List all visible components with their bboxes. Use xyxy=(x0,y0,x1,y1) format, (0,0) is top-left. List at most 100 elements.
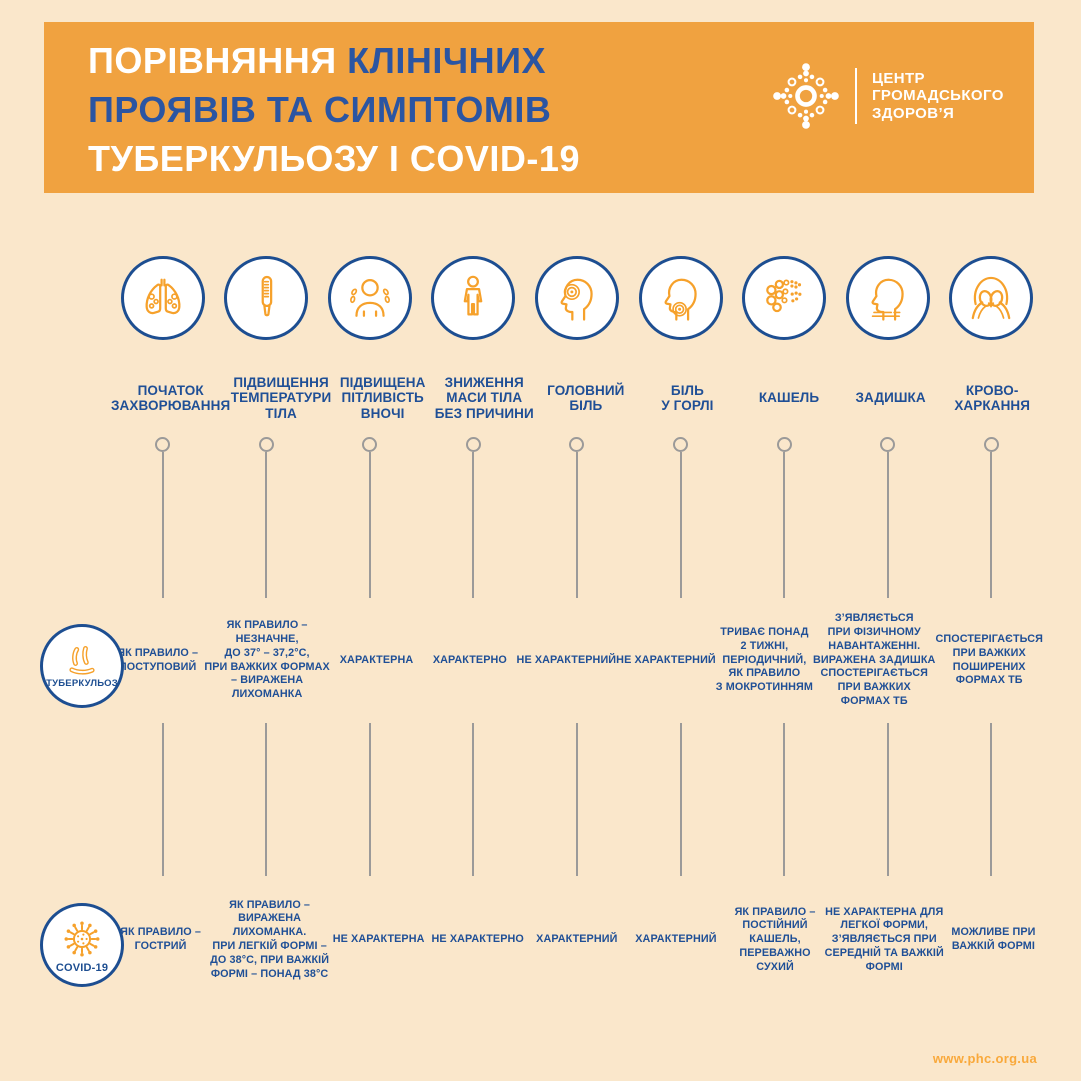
headache-icon xyxy=(560,278,593,321)
timeline-pin xyxy=(629,437,733,598)
pin-dot xyxy=(673,437,689,452)
tuberculosis-badge-label: ТУБЕРКУЛЬОЗ xyxy=(46,678,118,689)
logo-text-line: ЦЕНТР xyxy=(872,69,925,87)
pin-line xyxy=(575,452,578,598)
timeline-line xyxy=(679,723,682,876)
covid-row: ЯК ПРАВИЛО – ГОСТРИЙ ЯК ПРАВИЛО – ВИРАЖЕ… xyxy=(111,878,1043,1002)
timeline-pin xyxy=(732,437,836,598)
icon-cell-headache xyxy=(525,256,629,340)
title-line-3: ТУБЕРКУЛЬОЗУ І COVID-19 xyxy=(88,138,580,179)
timeline-pin xyxy=(939,437,1043,598)
pin-dot xyxy=(569,437,585,452)
column-label-shortness-of-breath: ЗАДИШКА xyxy=(855,390,926,406)
pin-dot xyxy=(776,437,792,452)
icon-cell-shortness-of-breath xyxy=(836,256,940,340)
icon-cell-cough xyxy=(732,256,836,340)
logo-text-line: ЗДОРОВ’Я xyxy=(872,104,955,122)
icon-circle xyxy=(120,256,205,340)
timeline-pin xyxy=(318,437,422,598)
icon-circle xyxy=(534,256,619,340)
timeline-line xyxy=(575,723,578,876)
timeline-pin xyxy=(215,437,319,598)
pin-dot xyxy=(362,437,378,452)
covid-cell-sore-throat: ХАРАКТЕРНИЙ xyxy=(635,933,717,946)
timeline-pin xyxy=(525,437,629,598)
timeline-line xyxy=(368,723,371,876)
pin-line xyxy=(783,452,786,598)
pin-dot xyxy=(465,437,481,452)
column-label-hemoptysis: КРОВО- ХАРКАННЯ xyxy=(954,382,1031,414)
tb-cell-cough: ТРИВАЄ ПОНАД 2 ТИЖНІ, ПЕРІОДИЧНИЙ, ЯК ПР… xyxy=(715,626,814,694)
page-title: ПОРІВНЯННЯ КЛІНІЧНИХ ПРОЯВІВ ТА СИМПТОМІ… xyxy=(88,36,580,183)
tuberculosis-bacteria-icon xyxy=(69,646,95,675)
night-sweats-icon xyxy=(349,278,390,317)
logo-text-line: ГРОМАДСЬКОГО xyxy=(872,87,1004,105)
icon-cell-weight-loss xyxy=(422,256,526,340)
covid-cell-headache: ХАРАКТЕРНИЙ xyxy=(536,933,618,946)
title-part-white: ПОРІВНЯННЯ xyxy=(88,40,348,81)
pin-dot xyxy=(258,437,274,452)
column-label-weight-loss: ЗНИЖЕННЯ МАСИ ТІЛА БЕЗ ПРИЧИНИ xyxy=(434,374,534,421)
timeline-pins-row xyxy=(111,437,1043,598)
timeline-pin xyxy=(422,437,526,598)
tb-cell-weight-loss: ХАРАКТЕРНО xyxy=(432,653,507,666)
covid-virus-icon xyxy=(64,921,100,957)
pin-line xyxy=(886,452,889,598)
icon-circle xyxy=(638,256,723,340)
tb-cell-shortness-of-breath: З’ЯВЛЯЄТЬСЯ ПРИ ФІЗИЧНОМУ НАВАНТАЖЕННІ. … xyxy=(813,612,936,707)
weight-loss-icon xyxy=(464,275,483,316)
column-label-night-sweats: ПІДВИЩЕНА ПІТЛИВІСТЬ ВНОЧІ xyxy=(339,374,426,421)
column-label-onset: ПОЧАТОК ЗАХВОРЮВАННЯ xyxy=(111,382,231,414)
timeline-line xyxy=(990,723,993,876)
title-part-blue: КЛІНІЧНИХ xyxy=(347,40,547,81)
pin-line xyxy=(265,452,268,598)
covid-badge: COVID-19 xyxy=(40,903,124,987)
sore-throat-icon xyxy=(664,278,697,321)
timeline-line xyxy=(783,723,786,876)
icon-cell-hemoptysis xyxy=(939,256,1043,340)
icon-circle xyxy=(327,256,412,340)
header-banner: ПОРІВНЯННЯ КЛІНІЧНИХ ПРОЯВІВ ТА СИМПТОМІ… xyxy=(44,22,1034,193)
cough-droplets-icon xyxy=(766,279,802,313)
icon-cell-fever xyxy=(215,256,319,340)
symptom-icons-row xyxy=(111,256,1043,340)
lungs-icon xyxy=(145,278,181,315)
tuberculosis-badge: ТУБЕРКУЛЬОЗ xyxy=(40,624,124,708)
timeline-line xyxy=(161,723,164,876)
tb-cell-night-sweats: ХАРАКТЕРНА xyxy=(339,653,414,666)
icon-circle xyxy=(949,256,1034,340)
tb-cell-hemoptysis: СПОСТЕРІГАЄТЬСЯ ПРИ ВАЖКИХ ПОШИРЕНИХ ФОР… xyxy=(935,632,1043,687)
column-label-headache: ГОЛОВНИЙ БІЛЬ xyxy=(547,382,625,414)
icon-cell-onset xyxy=(111,256,215,340)
logo-text: ЦЕНТР ГРОМАДСЬКОГО ЗДОРОВ’Я xyxy=(872,70,1004,123)
pin-line xyxy=(990,452,993,598)
covid-cell-hemoptysis: МОЖЛИВЕ ПРИ ВАЖКІЙ ФОРМІ xyxy=(951,926,1036,952)
column-label-cough: КАШЕЛЬ xyxy=(758,390,820,406)
timeline-pin xyxy=(111,437,215,598)
pin-line xyxy=(161,452,164,598)
footer-url[interactable]: www.phc.org.ua xyxy=(932,1051,1037,1066)
column-label-fever: ПІДВИЩЕННЯ ТЕМПЕРАТУРИ ТІЛА xyxy=(230,374,332,421)
timeline-line xyxy=(472,723,475,876)
column-labels-row: ПОЧАТОК ЗАХВОРЮВАННЯ ПІДВИЩЕННЯ ТЕМПЕРАТ… xyxy=(111,372,1043,424)
thermometer-icon xyxy=(261,275,273,317)
tuberculosis-row: ЯК ПРАВИЛО – ПОСТУПОВИЙ ЯК ПРАВИЛО – НЕЗ… xyxy=(111,598,1043,723)
pin-dot xyxy=(155,437,171,452)
shortness-of-breath-icon xyxy=(871,278,904,321)
icon-cell-night-sweats xyxy=(318,256,422,340)
covid-cell-shortness-of-breath: НЕ ХАРАКТЕРНА ДЛЯ ЛЕГКОЇ ФОРМИ, З’ЯВЛЯЄТ… xyxy=(824,905,944,973)
tb-cell-sore-throat: НЕ ХАРАКТЕРНИЙ xyxy=(616,653,716,666)
covid-cell-onset: ЯК ПРАВИЛО – ГОСТРИЙ xyxy=(120,926,201,952)
pin-dot xyxy=(880,437,896,452)
phc-logo-icon xyxy=(773,63,839,129)
covid-cell-fever: ЯК ПРАВИЛО – ВИРАЖЕНА ЛИХОМАНКА. ПРИ ЛЕГ… xyxy=(210,898,330,980)
tb-cell-headache: НЕ ХАРАКТЕРНИЙ xyxy=(516,653,617,666)
covid-cell-cough: ЯК ПРАВИЛО – ПОСТІЙНИЙ КАШЕЛЬ, ПЕРЕВАЖНО… xyxy=(734,905,816,973)
timeline-line xyxy=(265,723,268,876)
title-line-2: ПРОЯВІВ ТА СИМПТОМІВ xyxy=(88,89,552,130)
tb-cell-fever: ЯК ПРАВИЛО – НЕЗНАЧНЕ, ДО 37° – 37,2°С, … xyxy=(204,619,330,701)
logo-divider xyxy=(855,68,857,124)
tb-cell-onset: ЯК ПРАВИЛО – ПОСТУПОВИЙ xyxy=(117,646,199,673)
pin-line xyxy=(368,452,371,598)
